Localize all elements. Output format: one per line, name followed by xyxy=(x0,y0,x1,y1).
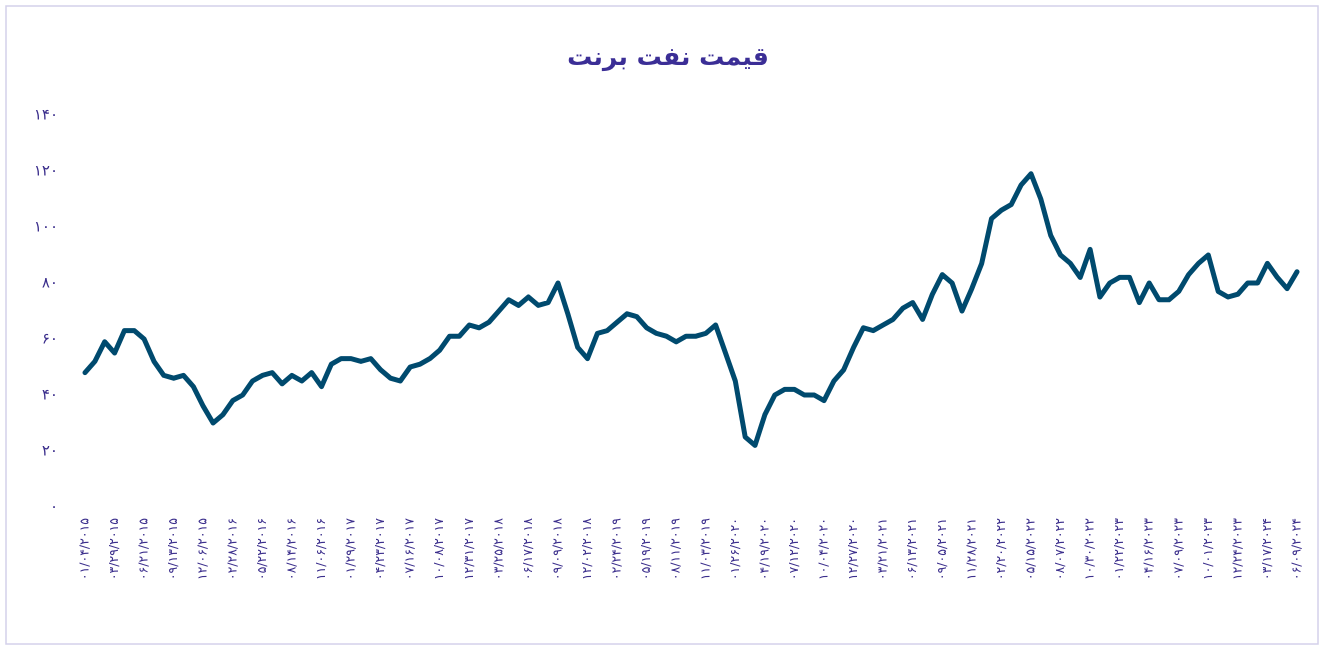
x-tick-label: ۱۲/۲۴/۲۰۲۳ xyxy=(1229,518,1244,580)
y-tick-label: ۰ xyxy=(50,498,58,516)
x-tick-label: ۰۶/۲۱/۲۰۱۵ xyxy=(136,518,151,580)
x-tick-label: ۰۶/۱۳/۲۰۲۱ xyxy=(904,518,919,580)
x-tick-label: ۰۳/۱۷/۲۰۲۴ xyxy=(1259,518,1274,580)
x-tick-label: ۰۸/۱۱/۲۰۱۹ xyxy=(668,518,683,580)
x-tick-label: ۰۲/۲۴/۲۰۱۹ xyxy=(609,518,624,580)
x-tick-label: ۱۲/۰۶/۲۰۱۵ xyxy=(195,518,210,580)
chart-title: قیمت نفت برنت xyxy=(567,42,769,72)
x-tick-label: ۰۲/۲۸/۲۰۱۶ xyxy=(224,518,239,580)
x-tick-label: ۰۳/۲۹/۲۰۱۵ xyxy=(106,518,121,580)
x-tick-label: ۱۰/۰۴/۲۰۲۰ xyxy=(816,518,831,580)
x-tick-label: ۰۸/۱۴/۲۰۱۶ xyxy=(283,518,298,580)
x-tick-label: ۱۱/۰۳/۲۰۱۹ xyxy=(697,518,712,580)
x-tick-label: ۰۴/۱۹/۲۰۲۰ xyxy=(756,518,771,580)
y-tick-label: ۸۰ xyxy=(42,274,58,292)
x-tick-label: ۰۱/۲۹/۲۰۱۷ xyxy=(343,518,358,580)
x-tick-label: ۰۷/۰۹/۲۰۲۳ xyxy=(1170,518,1185,580)
x-tick-label: ۰۹/۱۳/۲۰۱۵ xyxy=(165,518,180,580)
x-tick-label: ۱۲/۰۲/۲۰۱۸ xyxy=(579,518,594,580)
x-tick-label: ۰۵/۲۲/۲۰۱۶ xyxy=(254,518,269,580)
x-tick-label: ۱۰/۳۰/۲۰۲۲ xyxy=(1082,518,1097,580)
x-tick-label: ۰۱/۲۶/۲۰۲۰ xyxy=(727,518,742,580)
x-tick-label: ۱۰/۰۱/۲۰۲۳ xyxy=(1200,518,1215,580)
x-tick-label: ۱۱/۰۶/۲۰۱۶ xyxy=(313,518,328,580)
x-tick-label: ۰۶/۰۹/۲۰۲۴ xyxy=(1289,518,1304,580)
x-tick-label: ۰۳/۲۱/۲۰۲۱ xyxy=(875,518,890,580)
x-tick-label: ۰۹/۰۵/۲۰۲۱ xyxy=(934,518,949,580)
x-tick-label: ۰۹/۰۹/۲۰۱۸ xyxy=(549,518,564,580)
y-tick-label: ۶۰ xyxy=(42,330,58,348)
x-tick-label: ۱۲/۳۱/۲۰۱۷ xyxy=(461,518,476,580)
x-tick-label: ۰۴/۱۶/۲۰۲۳ xyxy=(1141,518,1156,580)
x-tick-label: ۰۱/۲۲/۲۰۲۳ xyxy=(1111,518,1126,580)
x-tick-label: ۰۶/۱۷/۲۰۱۸ xyxy=(520,518,535,580)
x-tick-label: ۰۵/۱۹/۲۰۱۹ xyxy=(638,518,653,580)
x-tick-label: ۰۴/۲۳/۲۰۱۷ xyxy=(372,518,387,580)
x-tick-label: ۰۵/۱۵/۲۰۲۲ xyxy=(1022,518,1037,580)
x-tick-label: ۰۳/۲۵/۲۰۱۸ xyxy=(490,518,505,580)
y-tick-label: ۴۰ xyxy=(42,386,58,404)
x-tick-label: ۰۷/۱۲/۲۰۲۰ xyxy=(786,518,801,580)
x-tick-label: ۰۷/۱۶/۲۰۱۷ xyxy=(402,518,417,580)
x-tick-label: ۰۲/۲۰/۲۰۲۲ xyxy=(993,518,1008,580)
x-tick-label: ۱۰/۰۸/۲۰۱۷ xyxy=(431,518,446,580)
x-tick-label: ۱۱/۲۸/۲۰۲۱ xyxy=(963,518,978,580)
y-tick-label: ۱۰۰ xyxy=(34,218,58,236)
y-tick-label: ۱۴۰ xyxy=(34,106,58,124)
y-tick-label: ۱۲۰ xyxy=(34,162,58,180)
y-tick-label: ۲۰ xyxy=(42,442,58,460)
price-line xyxy=(82,171,1300,448)
x-tick-label: ۰۸/۰۷/۲۰۲۲ xyxy=(1052,518,1067,580)
x-tick-label: ۱۲/۲۷/۲۰۲۰ xyxy=(845,518,860,580)
chart-frame xyxy=(5,5,1319,645)
x-tick-label: ۰۱/۰۴/۲۰۱۵ xyxy=(77,518,92,580)
